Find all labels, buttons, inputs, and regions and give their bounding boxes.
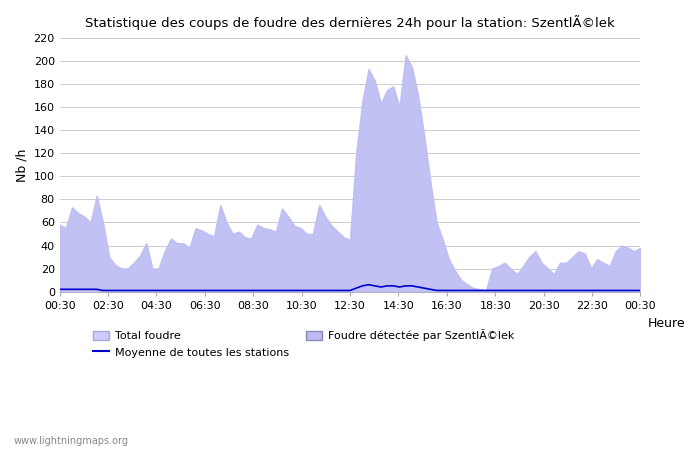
Title: Statistique des coups de foudre des dernières 24h pour la station: SzentlÃ©lek: Statistique des coups de foudre des dern… [85, 15, 615, 30]
Y-axis label: Nb /h: Nb /h [15, 148, 28, 181]
Text: www.lightningmaps.org: www.lightningmaps.org [14, 436, 129, 446]
Text: Heure: Heure [648, 317, 685, 329]
Legend: Total foudre, Moyenne de toutes les stations, Foudre détectée par SzentlÃ©lek: Total foudre, Moyenne de toutes les stat… [88, 325, 519, 362]
